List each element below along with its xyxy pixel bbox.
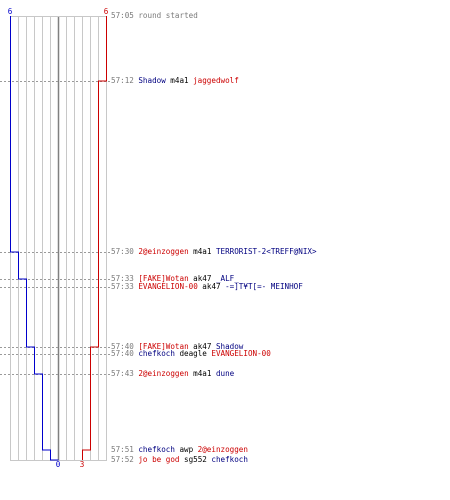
weapon-name: ak47 [193,342,212,351]
blue-team-end-count: 0 [56,460,61,469]
event-timestamp: 57:40 [111,342,134,351]
weapon-name: m4a1 [193,369,212,378]
event-timestamp: 57:33 [111,274,134,283]
victim-name: TERRORIST-2<TREFF@NIX> [215,247,317,256]
weapon-name: ak47 [193,274,212,283]
killer-name: 2@einzoggen [138,247,189,256]
log-row-kill: 57:33 [FAKE]Wotan ak47 _ALF_ [111,274,243,284]
killer-name: [FAKE]Wotan [138,342,189,351]
killer-name: chefkoch [138,445,175,454]
killer-name: EVANGELION-00 [138,282,198,291]
victim-name: _ALF_ [215,274,239,283]
event-timestamp: 57:52 [111,455,134,464]
victim-name: EVANGELION-00 [211,349,271,358]
weapon-name: deagle [179,349,207,358]
event-timestamp: 57:05 [111,11,134,20]
killer-name: 2@einzoggen [138,369,189,378]
event-timestamp: 57:43 [111,369,134,378]
blue-team-start-count: 6 [8,7,13,16]
event-timestamp: 57:30 [111,247,134,256]
log-row-system: 57:05 round started [111,11,202,21]
killer-name: chefkoch [138,349,175,358]
victim-name: -=]T¥T[=- MEINHOF [225,282,303,291]
weapon-name: m4a1 [170,76,189,85]
event-system-message: round started [138,11,198,20]
log-row-kill: 57:33 EVANGELION-00 ak47 -=]T¥T[=- MEINHOF [111,282,307,292]
event-timestamp: 57:51 [111,445,134,454]
log-row-kill: 57:43 2@einzoggen m4a1 dune [111,369,239,379]
red-team-alive-line [82,16,107,460]
blue-team-alive-line [10,16,59,461]
killer-name: Shadow [138,76,166,85]
event-timestamp: 57:33 [111,282,134,291]
victim-name: jaggedwolf [193,76,239,85]
weapon-name: sg552 [184,455,207,464]
killer-name: [FAKE]Wotan [138,274,189,283]
log-row-kill: 57:52 jo be god sg552 chefkoch [111,455,252,465]
weapon-name: awp [179,445,194,454]
event-timestamp: 57:40 [111,349,134,358]
log-row-kill: 57:12 Shadow m4a1 jaggedwolf [111,76,243,86]
event-timestamp: 57:12 [111,76,134,85]
victim-name: 2@einzoggen [197,445,248,454]
red-team-end-count: 3 [80,460,85,469]
log-row-kill: 57:51 chefkoch awp 2@einzoggen [111,445,252,455]
red-team-start-count: 6 [104,7,109,16]
log-row-kill: 57:30 2@einzoggen m4a1 TERRORIST-2<TREFF@NI… [111,247,321,257]
log-row-kill: 57:40 [FAKE]Wotan ak47 Shadow [111,342,248,352]
victim-name: dune [215,369,235,378]
weapon-name: m4a1 [193,247,212,256]
log-row-kill: 57:40 chefkoch deagle EVANGELION-00 [111,349,275,359]
killer-name: jo be god [138,455,180,464]
weapon-name: ak47 [202,282,221,291]
victim-name: chefkoch [211,455,248,464]
victim-name: Shadow [215,342,244,351]
